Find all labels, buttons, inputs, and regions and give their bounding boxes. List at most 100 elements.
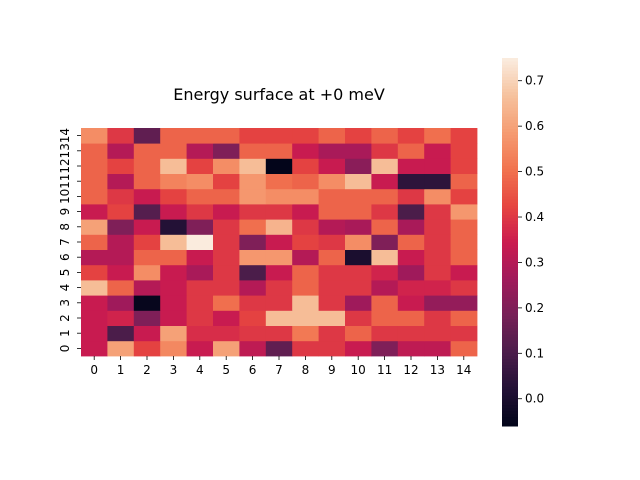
colorbar-tick-label: 0.6 — [525, 119, 544, 133]
heatmap-cell — [133, 249, 161, 266]
heatmap-cell — [133, 325, 161, 342]
colorbar-segment — [502, 303, 518, 307]
colorbar: 0.0 0.1 0.2 0.3 0.4 0.5 0.6 0.7 — [502, 58, 544, 427]
colorbar-segment — [502, 309, 518, 314]
heatmap-cell — [186, 143, 214, 159]
heatmap-cell — [424, 340, 451, 357]
heatmap-cell — [424, 219, 451, 235]
colorbar-segment — [502, 119, 518, 123]
heatmap-cell — [424, 264, 451, 281]
heatmap-cell — [160, 204, 187, 220]
colorbar-segment — [502, 88, 518, 93]
y-tick-label: 5 — [58, 269, 72, 277]
y-tick-label: 10 — [58, 189, 72, 204]
colorbar-segment — [502, 168, 518, 172]
heatmap-cell — [450, 204, 478, 220]
colorbar-segment — [502, 419, 518, 424]
colorbar-segment — [502, 110, 518, 114]
colorbar-segment — [502, 162, 518, 166]
colorbar-segment — [502, 312, 518, 317]
heatmap-cell — [107, 234, 135, 250]
heatmap-cell — [292, 204, 319, 220]
heatmap-cell — [397, 188, 425, 205]
colorbar-segment — [502, 122, 518, 126]
heatmap-cell — [239, 188, 267, 205]
x-axis: 0 1 2 3 4 5 6 7 8 9 10 11 12 13 14 — [90, 356, 471, 377]
heatmap-cell — [160, 249, 187, 266]
heatmap-cell — [424, 128, 451, 144]
heatmap-cell — [318, 188, 346, 205]
heatmap-cell — [133, 219, 161, 235]
colorbar-segment — [502, 214, 518, 218]
colorbar-segment — [502, 291, 518, 295]
chart-title: Energy surface at +0 meV — [173, 85, 385, 104]
colorbar-segment — [502, 346, 518, 350]
heatmap-cell — [371, 143, 399, 159]
colorbar-segment — [502, 165, 518, 169]
colorbar-segment — [502, 113, 518, 117]
heatmap-cell — [213, 325, 240, 342]
colorbar-segment — [502, 180, 518, 185]
colorbar-segment — [502, 361, 518, 366]
colorbar-segment — [502, 263, 518, 268]
colorbar-segment — [502, 288, 518, 292]
colorbar-segment — [502, 416, 518, 421]
heatmap-cell — [186, 340, 214, 357]
heatmap-cell — [424, 204, 451, 220]
colorbar-segment — [502, 174, 518, 179]
y-tick-label: 8 — [58, 223, 72, 231]
heatmap-cell — [450, 219, 478, 235]
heatmap-cell — [186, 249, 214, 266]
y-tick-label: 12 — [58, 158, 72, 173]
colorbar-segment — [502, 337, 518, 341]
y-tick-label: 1 — [58, 329, 72, 337]
x-tick-label: 5 — [222, 363, 230, 377]
colorbar-segment — [502, 376, 518, 381]
colorbar-segment — [502, 140, 518, 145]
colorbar-segment — [502, 340, 518, 344]
colorbar-tick-label: 0.0 — [525, 392, 544, 406]
colorbar-segment — [502, 205, 518, 209]
heatmap-cell — [107, 264, 135, 281]
heatmap-cell — [239, 204, 267, 220]
heatmap-cell — [265, 280, 293, 296]
colorbar-segment — [502, 70, 518, 74]
heatmap-cell — [213, 173, 240, 190]
colorbar-segment — [502, 422, 518, 427]
heatmap-cell — [397, 295, 425, 311]
colorbar-tick-label: 0.5 — [525, 165, 544, 179]
colorbar-segment — [502, 294, 518, 298]
colorbar-segment — [502, 91, 518, 96]
heatmap-cell — [81, 128, 108, 144]
colorbar-segment — [502, 413, 518, 418]
heatmap-cell — [292, 340, 319, 357]
y-tick-label: 13 — [58, 143, 72, 158]
colorbar-segment — [502, 150, 518, 154]
heatmap-cell — [213, 310, 240, 326]
colorbar-segment — [502, 352, 518, 356]
colorbar-segment — [502, 104, 518, 108]
colorbar-segment — [502, 242, 518, 246]
heatmap-cell — [265, 204, 293, 220]
heatmap-cell — [160, 234, 187, 250]
heatmap-cell — [265, 128, 293, 144]
x-tick-label: 14 — [456, 363, 471, 377]
colorbar-segment — [502, 327, 518, 332]
heatmap-cell — [133, 188, 161, 205]
heatmap-cell — [186, 325, 214, 342]
colorbar-segment — [502, 266, 518, 271]
heatmap-cell — [318, 173, 346, 190]
colorbar-segment — [502, 254, 518, 258]
heatmap-cell — [450, 340, 478, 357]
heatmap-cell — [265, 264, 293, 281]
colorbar-tick-label: 0.2 — [525, 301, 544, 315]
heatmap-cell — [292, 143, 319, 159]
heatmap-cell — [81, 204, 108, 220]
colorbar-segment — [502, 251, 518, 255]
heatmap-cell — [371, 264, 399, 281]
colorbar-segment — [502, 76, 518, 80]
heatmap-cell — [81, 264, 108, 281]
colorbar-tick-label: 0.1 — [525, 346, 544, 360]
heatmap-cell — [239, 143, 267, 159]
